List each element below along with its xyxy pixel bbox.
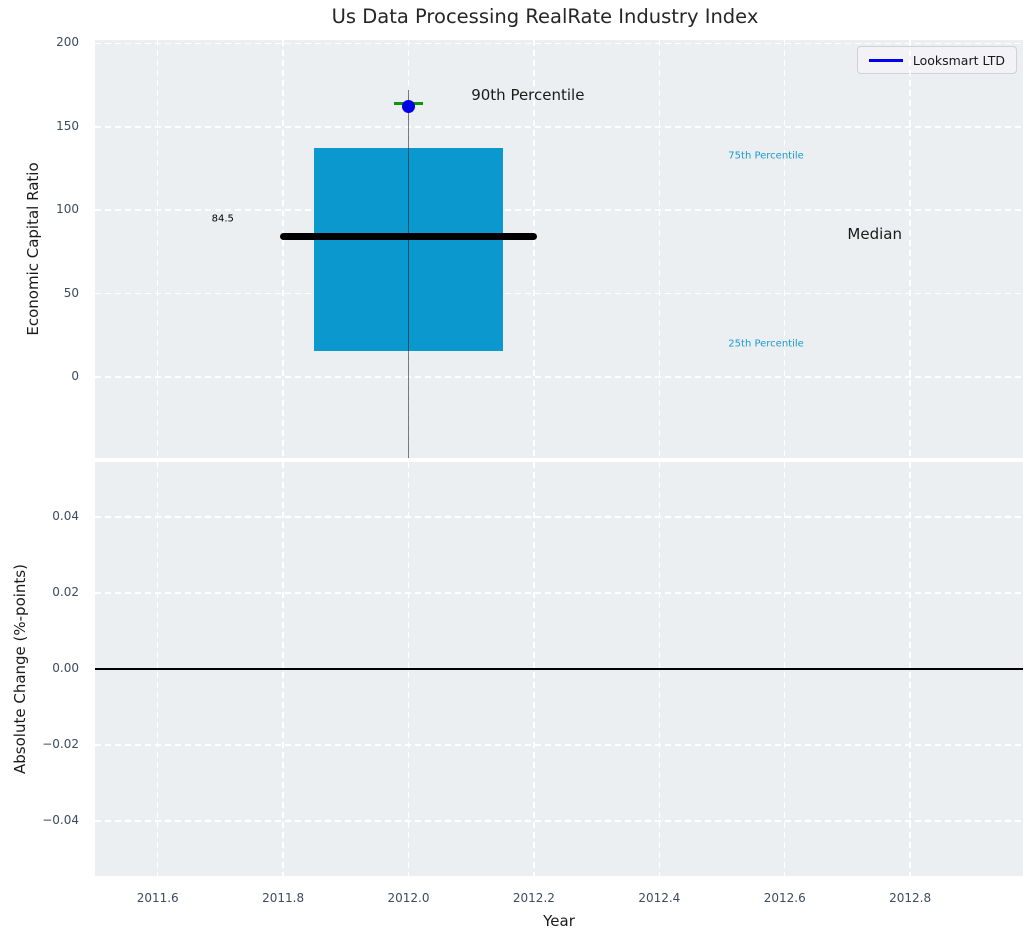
x-axis-label-year: Year bbox=[543, 912, 575, 930]
x-tick-label: 2011.8 bbox=[262, 891, 305, 905]
gridline-horizontal bbox=[95, 376, 1023, 378]
y-tick-label: 0.00 bbox=[52, 661, 79, 675]
x-tick-label: 2012.6 bbox=[763, 891, 806, 905]
y-tick-label: −0.02 bbox=[42, 736, 79, 751]
y-tick-label: 0.04 bbox=[52, 509, 79, 524]
x-tick-label: 2012.2 bbox=[512, 891, 555, 905]
legend-line-icon bbox=[868, 58, 903, 62]
y-tick-label: 200 bbox=[56, 35, 79, 50]
gridline-vertical bbox=[909, 40, 911, 458]
gridline-vertical bbox=[783, 40, 786, 458]
y-tick-label: 100 bbox=[56, 202, 79, 217]
annotation-median: Median bbox=[847, 225, 902, 244]
economic-capital-ratio-subplot: Looksmart LTD 90th Percentile 75th Percen… bbox=[95, 40, 1023, 458]
median-line bbox=[279, 232, 538, 240]
y-tick-label: 0.02 bbox=[52, 585, 79, 600]
gridline-horizontal bbox=[95, 744, 1023, 746]
zero-line bbox=[95, 668, 1023, 670]
annotation-25th-percentile: 25th Percentile bbox=[728, 338, 804, 350]
legend: Looksmart LTD bbox=[856, 46, 1017, 74]
gridline-horizontal bbox=[95, 516, 1023, 518]
gridline-horizontal bbox=[95, 592, 1023, 594]
gridline-vertical bbox=[282, 40, 284, 458]
gridline-vertical bbox=[658, 40, 661, 458]
gridline-horizontal bbox=[95, 126, 1023, 128]
gridline-horizontal bbox=[95, 292, 1023, 295]
p90-point bbox=[402, 100, 415, 114]
y-axis-label-economic-capital-ratio: Economic Capital Ratio bbox=[24, 162, 42, 336]
annotation-90th-percentile: 90th Percentile bbox=[471, 86, 585, 105]
x-tick-label: 2011.6 bbox=[136, 891, 179, 905]
gridline-horizontal bbox=[95, 820, 1023, 822]
y-tick-label: 50 bbox=[63, 285, 79, 300]
chart-title: Us Data Processing RealRate Industry Ind… bbox=[331, 5, 759, 28]
gridline-horizontal bbox=[95, 209, 1023, 211]
y-tick-label: 0 bbox=[71, 369, 79, 384]
gridline-horizontal bbox=[95, 42, 1023, 45]
gridline-vertical bbox=[533, 40, 535, 458]
gridline-vertical bbox=[156, 40, 159, 458]
x-tick-label: 2012.4 bbox=[638, 891, 681, 905]
y-tick-label: 150 bbox=[56, 118, 79, 133]
legend-label: Looksmart LTD bbox=[912, 52, 1005, 68]
annotation-75th-percentile: 75th Percentile bbox=[728, 150, 804, 162]
absolute-change-subplot bbox=[95, 462, 1023, 876]
whisker-line bbox=[407, 90, 410, 458]
x-tick-label: 2012.8 bbox=[889, 891, 932, 905]
y-tick-label: −0.04 bbox=[42, 812, 79, 827]
annotation-84-5: 84.5 bbox=[211, 213, 234, 225]
x-tick-label: 2012.0 bbox=[387, 891, 430, 905]
